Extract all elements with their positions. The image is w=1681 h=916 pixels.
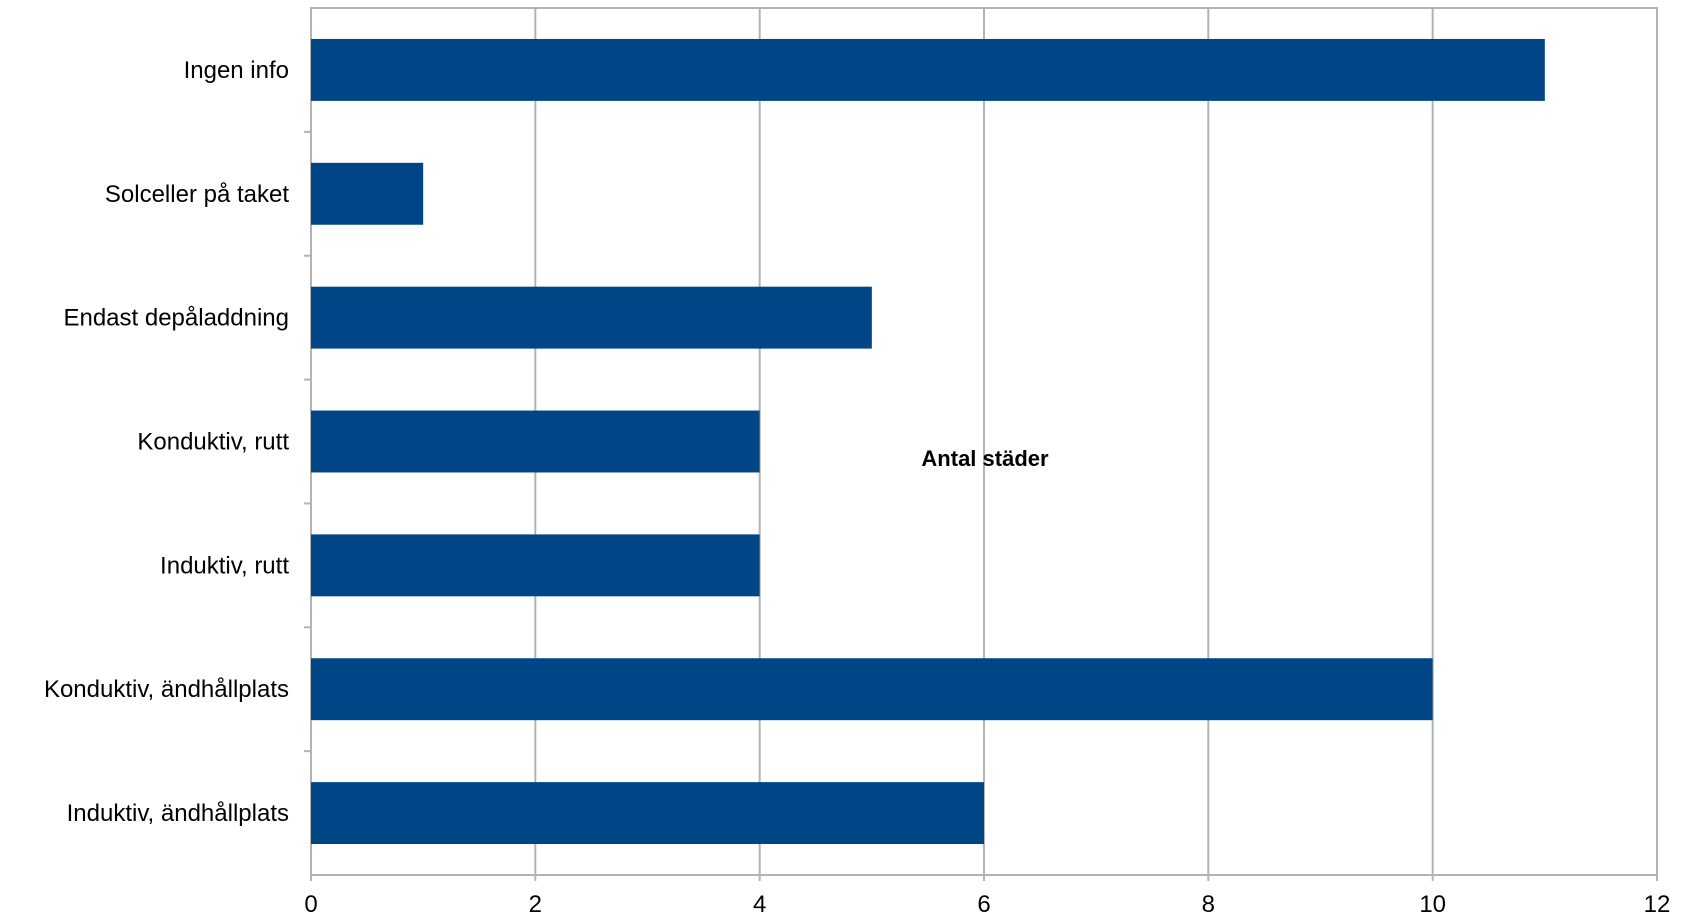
category-label: Konduktiv, ändhållplats (44, 676, 289, 703)
category-label: Induktiv, ändhållplats (67, 800, 289, 827)
bar (311, 782, 984, 845)
x-tick-label: 10 (1419, 891, 1446, 916)
bar (311, 658, 1433, 721)
x-tick-label: 12 (1644, 891, 1671, 916)
category-label: Ingen info (184, 57, 289, 84)
bar (311, 410, 760, 473)
chart-annotation: Antal städer (921, 446, 1049, 471)
bars (311, 38, 1545, 845)
category-labels: Ingen info Solceller på taket Endast depål… (44, 57, 289, 827)
axes (304, 130, 1658, 881)
x-tick-label: 4 (753, 891, 766, 916)
bar (311, 162, 424, 225)
bar (311, 38, 1545, 101)
x-tick-label: 0 (304, 891, 317, 916)
bar (311, 534, 760, 597)
category-label: Solceller på taket (105, 181, 289, 208)
category-label: Konduktiv, rutt (137, 429, 289, 456)
x-tick-label: 2 (529, 891, 542, 916)
category-label: Endast depåladdning (63, 305, 289, 332)
x-tick-label: 8 (1202, 891, 1215, 916)
category-label: Induktiv, rutt (160, 552, 289, 579)
bar (311, 286, 872, 349)
x-tick-labels: 0 2 4 6 8 10 12 (304, 891, 1670, 916)
x-tick-label: 6 (977, 891, 990, 916)
